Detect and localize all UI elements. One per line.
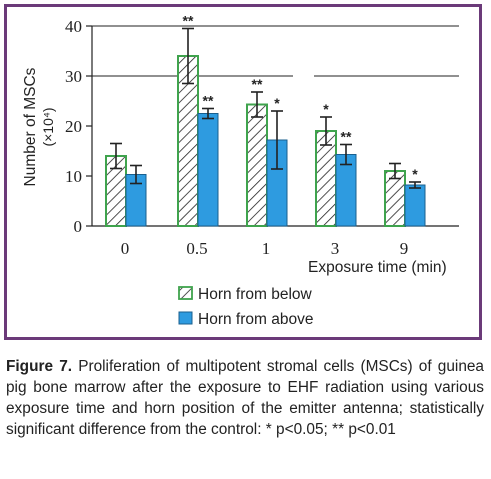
- x-tick-label-3: 3: [331, 239, 340, 258]
- x-tick-label-0.5: 0.5: [186, 239, 207, 258]
- y-axis-unit: (×10⁴): [40, 107, 56, 146]
- x-tick-label-0: 0: [121, 239, 130, 258]
- significance-above-9: *: [412, 166, 418, 182]
- y-tick-label-0: 0: [74, 217, 83, 236]
- legend-item-horn-above-swatch: [178, 311, 193, 325]
- bars: [105, 27, 426, 227]
- bar-below-1: [246, 103, 268, 227]
- significance-below-0.5: **: [183, 13, 194, 29]
- significance-below-3: *: [323, 101, 329, 117]
- x-tick-label-1: 1: [262, 239, 271, 258]
- y-tick-label-10: 10: [65, 167, 82, 186]
- y-tick-label-20: 20: [65, 117, 82, 136]
- y-tick-label-30: 30: [65, 67, 82, 86]
- bar-above-9: [404, 184, 426, 227]
- x-tick-label-9: 9: [400, 239, 409, 258]
- y-axis-label: Number of MSCs: [22, 67, 39, 186]
- figure-caption: Figure 7. Proliferation of multipotent s…: [6, 356, 484, 440]
- bar-above-0.5: [197, 113, 219, 227]
- x-axis-label: Exposure time (min): [308, 259, 447, 276]
- axes: 0 10 20 30 40: [65, 17, 93, 236]
- legend-item-horn-below-label: Horn from below: [198, 286, 313, 303]
- caption-figure-label: Figure 7.: [6, 358, 73, 375]
- figure-frame: 0 10 20 30 40 0 ** ** 0.5 ** * 1 * ** 3 * 9 Exposure tim…: [4, 4, 482, 340]
- significance-above-0.5: **: [203, 93, 214, 109]
- legend-item-horn-above-label: Horn from above: [198, 311, 313, 328]
- legend: Horn from below Horn from above: [178, 286, 313, 328]
- caption-text: Proliferation of multipotent stromal cel…: [6, 358, 484, 438]
- legend-item-horn-below-swatch: [178, 286, 193, 300]
- significance-below-1: **: [252, 76, 263, 92]
- significance-above-3: **: [341, 129, 352, 145]
- significance-above-1: *: [274, 95, 280, 111]
- y-tick-label-40: 40: [65, 17, 82, 36]
